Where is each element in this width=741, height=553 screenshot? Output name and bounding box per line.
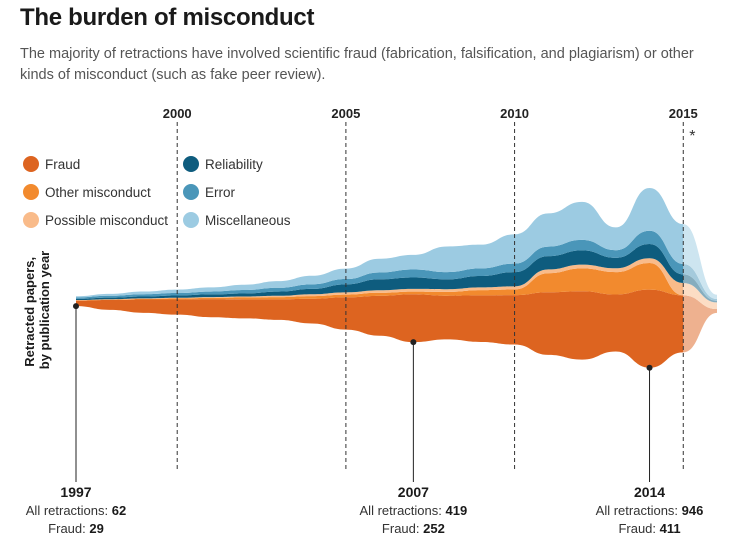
callout-all-2014: All retractions: 946 <box>596 503 704 518</box>
legend-swatch-possible-misconduct <box>23 212 39 228</box>
callout-2007: 2007 All retractions: 419 Fraud: 252 <box>360 339 468 536</box>
callout-year-2007: 2007 <box>398 484 429 500</box>
legend-label-reliability: Reliability <box>205 157 263 172</box>
callout-dot-2007 <box>410 339 417 346</box>
stream-possible-misconduct-provisional <box>683 282 717 310</box>
legend-label-possible-misconduct: Possible misconduct <box>45 213 168 228</box>
year-label-2005: 2005 <box>331 106 360 121</box>
y-axis-label-line2: by publication year <box>37 251 52 369</box>
y-axis-label-line1: Retracted papers, <box>22 257 37 367</box>
stream-error-provisional <box>683 263 717 301</box>
stream-fraud-provisional <box>683 295 717 353</box>
legend-item-reliability: Reliability <box>183 156 263 172</box>
chart-title: The burden of misconduct <box>20 4 315 31</box>
callout-fraud-2014: Fraud: 411 <box>618 521 680 536</box>
stream-fraud <box>76 289 684 368</box>
legend: Fraud Other misconduct Possible misconduct… <box>23 156 291 228</box>
year-guides: 2000 2005 2010 2015 * <box>163 106 698 470</box>
stream-reliability-provisional <box>683 274 717 303</box>
legend-item-miscellaneous: Miscellaneous <box>183 212 291 228</box>
callout-fraud-2007: Fraud: 252 <box>382 521 445 536</box>
legend-swatch-other-misconduct <box>23 184 39 200</box>
stream-miscellaneous-provisional <box>683 224 717 299</box>
stream-solid <box>76 187 684 368</box>
chart-subtitle: The majority of retractions have involve… <box>20 46 694 83</box>
stream-provisional <box>683 224 717 353</box>
callout-1997: 1997 All retractions: 62 Fraud: 29 <box>26 303 126 536</box>
stream-other-misconduct <box>76 263 684 301</box>
legend-label-other-misconduct: Other misconduct <box>45 185 151 200</box>
legend-item-other-misconduct: Other misconduct <box>23 184 151 200</box>
legend-item-fraud: Fraud <box>23 156 80 172</box>
callout-year-1997: 1997 <box>60 484 91 500</box>
legend-label-fraud: Fraud <box>45 157 80 172</box>
stream-possible-misconduct <box>76 258 684 301</box>
callout-dot-1997 <box>73 303 79 310</box>
stream-miscellaneous <box>76 187 684 298</box>
callout-all-2007: All retractions: 419 <box>360 503 468 518</box>
legend-swatch-reliability <box>183 156 199 172</box>
callouts: 1997 All retractions: 62 Fraud: 29 2007 All … <box>26 303 704 536</box>
year-label-2000: 2000 <box>163 106 192 121</box>
incomplete-marker: * <box>689 128 695 145</box>
year-label-2010: 2010 <box>500 106 529 121</box>
legend-swatch-error <box>183 184 199 200</box>
legend-item-error: Error <box>183 184 236 200</box>
year-label-2015: 2015 <box>669 106 698 121</box>
legend-swatch-fraud <box>23 156 39 172</box>
callout-2014: 2014 All retractions: 946 Fraud: 411 <box>596 364 704 536</box>
legend-label-error: Error <box>205 185 236 200</box>
legend-label-miscellaneous: Miscellaneous <box>205 213 291 228</box>
stream-reliability <box>76 244 684 301</box>
legend-swatch-miscellaneous <box>183 212 199 228</box>
callout-dot-2014 <box>646 364 653 371</box>
legend-item-possible-misconduct: Possible misconduct <box>23 212 168 228</box>
stream-layers <box>76 187 717 368</box>
y-axis-label: Retracted papers, by publication year <box>22 251 52 369</box>
callout-all-1997: All retractions: 62 <box>26 503 126 518</box>
callout-year-2014: 2014 <box>634 484 665 500</box>
callout-fraud-1997: Fraud: 29 <box>48 521 104 536</box>
